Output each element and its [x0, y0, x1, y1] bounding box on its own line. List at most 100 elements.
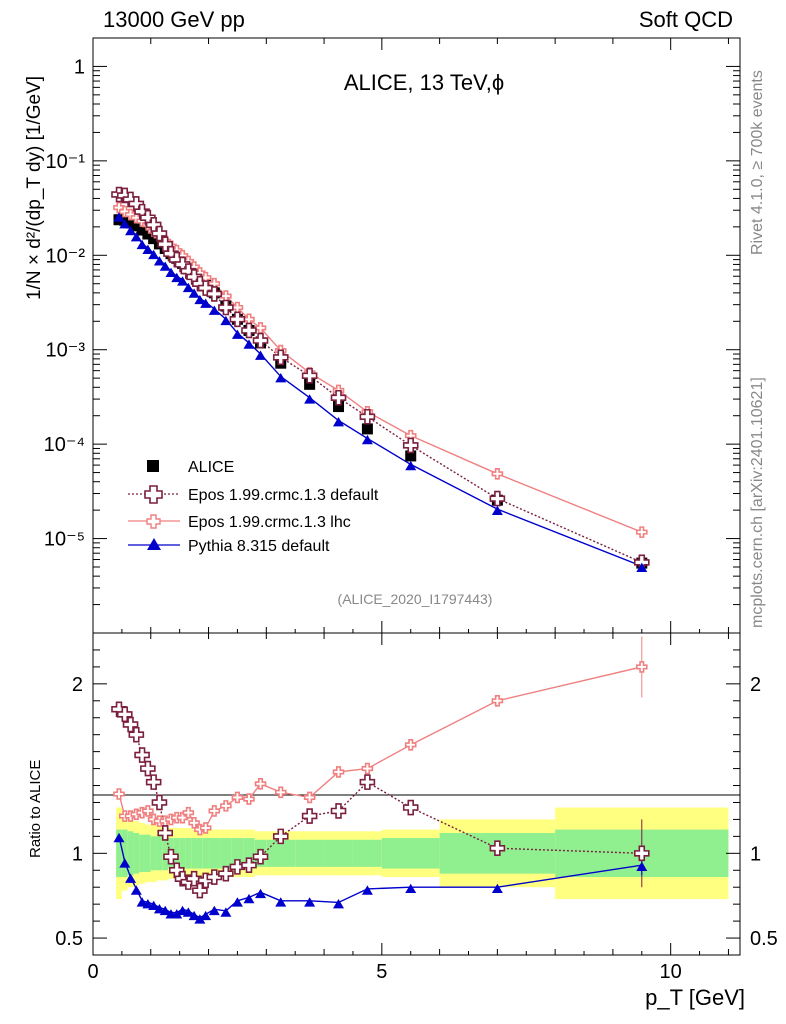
point-epos-default: [272, 349, 289, 366]
ratio-point-epos-default: [192, 882, 208, 899]
ratio-point-epos-default: [402, 799, 419, 816]
ratio-point-epos-default: [186, 870, 202, 887]
point-epos-default: [218, 299, 234, 316]
ratio-point-pythia: [333, 898, 345, 909]
ratio-point-pythia: [208, 905, 220, 916]
legend-label-epos-lhc: Epos 1.99.crmc.1.3 lhc: [188, 514, 351, 531]
ratio-point-epos-lhc: [303, 791, 316, 804]
point-pythia: [361, 434, 373, 445]
ratio-band-inner: [150, 836, 157, 871]
point-pythia: [333, 416, 345, 427]
ratio-point-pythia: [188, 910, 200, 921]
ratio-band-inner: [202, 838, 209, 869]
x-axis-label: p_T [GeV]: [645, 985, 745, 1010]
ratio-band-inner: [220, 838, 232, 869]
ratio-tick-label-right: 1: [750, 843, 761, 865]
ratio-band-inner: [243, 838, 255, 869]
ratio-point-pythia: [231, 897, 243, 907]
ratio-point-epos-default: [174, 870, 191, 887]
ratio-point-epos-lhc: [243, 793, 255, 805]
legend-label-epos-default: Epos 1.99.crmc.1.3 default: [188, 487, 379, 504]
legend-marker-epos-lhc: [146, 514, 161, 529]
point-epos-default: [151, 225, 168, 242]
ratio-band-inner: [144, 834, 151, 872]
ratio-point-epos-default: [252, 848, 269, 865]
ratio-point-pythia: [243, 893, 255, 904]
ratio-band-inner: [127, 831, 134, 876]
point-alice: [361, 423, 373, 435]
y-tick-label: 10⁻¹: [46, 151, 86, 173]
legend-label-alice: ALICE: [188, 459, 234, 476]
point-pythia: [153, 256, 165, 266]
point-pythia: [136, 239, 148, 250]
y-tick-label: 10⁻⁴: [44, 434, 85, 456]
ratio-point-epos-lhc: [176, 811, 189, 824]
ratio-band-inner: [121, 829, 128, 878]
point-alice: [130, 220, 142, 232]
point-pythia: [119, 219, 131, 229]
ratio-tick-label: 0.5: [55, 928, 83, 950]
ratio-point-epos-default: [157, 825, 174, 841]
ratio-point-pythia: [130, 885, 142, 895]
ratio-point-pythia: [148, 900, 160, 911]
point-pythia: [188, 288, 200, 298]
point-alice: [136, 224, 148, 236]
point-epos-default: [489, 490, 506, 507]
main-data-marks: [111, 186, 650, 573]
ratio-point-epos-lhc: [199, 822, 212, 834]
ratio-band-inner: [208, 838, 221, 869]
ratio-point-pythia: [405, 883, 417, 894]
ratio-point-epos-default: [272, 828, 289, 845]
ratio-point-epos-lhc: [113, 788, 125, 800]
legend-label-pythia: Pythia 8.315 default: [188, 538, 330, 555]
point-pythia: [243, 339, 255, 349]
ratio-point-epos-lhc: [361, 762, 374, 775]
ratio-band-inner: [133, 832, 140, 874]
ratio-band-inner: [173, 838, 180, 869]
ratio-band-inner: [266, 839, 296, 867]
ratio-point-epos-default: [151, 794, 168, 811]
ratio-point-pythia: [159, 905, 171, 916]
ratio-point-epos-default: [229, 859, 246, 875]
ratio-band-inner: [231, 838, 244, 869]
ratio-band-inner: [324, 839, 353, 867]
y-axis-label-text: 1/N × d²/(dp_T dy) [1/GeV]: [24, 76, 45, 300]
ratio-y-axis-label: Ratio to ALICE: [27, 760, 44, 858]
ratio-point-pythia: [255, 888, 267, 899]
legend: ALICE Epos 1.99.crmc.1.3 default Epos 1.…: [128, 459, 379, 555]
ratio-point-epos-lhc: [231, 791, 244, 804]
ratio-point-epos-lhc: [274, 786, 287, 799]
ratio-point-epos-default: [359, 774, 376, 790]
ratio-point-pythia: [182, 907, 194, 917]
point-alice: [142, 228, 154, 240]
ratio-band-inner: [352, 839, 382, 867]
ratio-point-pythia: [200, 910, 212, 921]
point-pythia: [275, 373, 287, 383]
y-tick-label: 1: [74, 56, 85, 78]
ratio-point-epos-lhc: [142, 805, 154, 817]
ratio-tick-label-right: 0.5: [750, 928, 778, 950]
ratio-point-pythia: [361, 885, 373, 895]
chart-title: ALICE, 13 TeV,ϕ: [344, 70, 504, 95]
ratio-point-pythia: [119, 858, 131, 868]
x-tick-label: 5: [376, 961, 387, 983]
point-epos-default: [330, 389, 347, 406]
point-alice: [304, 378, 316, 390]
x-tick-label: 0: [87, 961, 98, 983]
ratio-tick-label-right: 2: [750, 674, 761, 696]
ratio-tick-label: 2: [72, 674, 83, 696]
ratio-point-epos-default: [145, 774, 162, 790]
ratio-band-inner: [139, 834, 145, 872]
ratio-point-pythia: [636, 861, 648, 872]
ratio-data-marks: [111, 636, 650, 924]
ratio-band-inner: [185, 838, 192, 869]
ratio-point-epos-default: [206, 869, 223, 885]
ratio-point-pythia: [275, 897, 287, 907]
point-epos-default: [252, 332, 269, 349]
y-tick-label: 10⁻²: [46, 245, 86, 267]
ratio-point-pythia: [304, 897, 316, 907]
ratio-band-inner: [156, 836, 163, 871]
ratio-panel-frame: [92, 632, 741, 956]
point-pythia: [177, 276, 189, 286]
point-epos-default: [229, 311, 246, 328]
